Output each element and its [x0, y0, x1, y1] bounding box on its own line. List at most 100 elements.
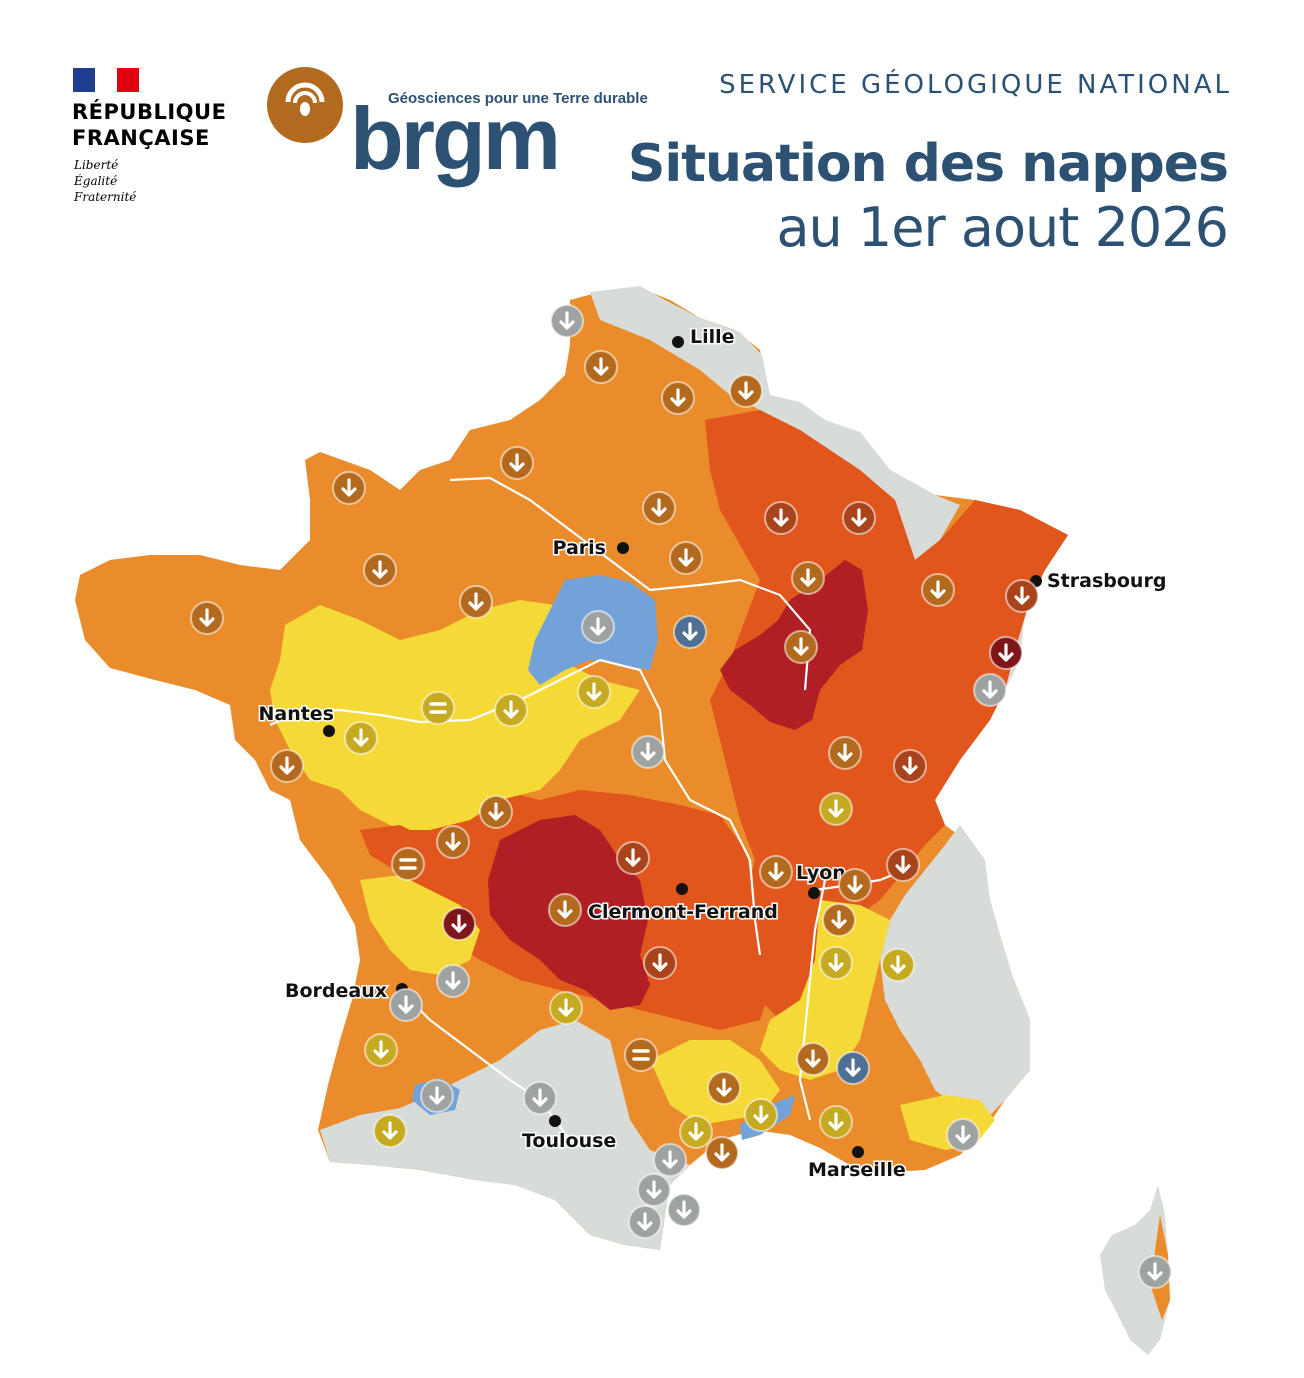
down-arrow-icon [791, 561, 825, 595]
page-title: Situation des nappes [627, 134, 1229, 194]
down-arrow-icon [764, 501, 798, 535]
down-arrow-icon [436, 825, 470, 859]
city-dot-marseille [852, 1146, 864, 1158]
down-arrow-icon [921, 573, 955, 607]
down-arrow-icon [679, 1115, 713, 1149]
down-arrow-icon [442, 907, 476, 941]
city-dot-clermont-ferrand [676, 883, 688, 895]
down-arrow-icon [707, 1071, 741, 1105]
city-label-strasbourg: Strasbourg [1047, 570, 1166, 592]
down-arrow-icon [759, 855, 793, 889]
down-arrow-icon [363, 553, 397, 587]
stable-trend-icon [624, 1038, 658, 1072]
down-arrow-icon [270, 749, 304, 783]
down-arrow-icon [796, 1042, 830, 1076]
down-arrow-icon [577, 675, 611, 709]
down-arrow-icon [436, 964, 470, 998]
down-arrow-icon [389, 988, 423, 1022]
down-arrow-icon [819, 1105, 853, 1139]
republique-label: RÉPUBLIQUE [72, 100, 227, 124]
city-dot-nantes [323, 725, 335, 737]
down-arrow-icon [637, 1173, 671, 1207]
down-arrow-icon [459, 585, 493, 619]
stable-trend-icon [391, 847, 425, 881]
down-arrow-icon [705, 1136, 739, 1170]
down-arrow-icon [893, 749, 927, 783]
down-arrow-icon [494, 693, 528, 727]
city-label-clermont-ferrand: Clermont-Ferrand [588, 901, 778, 923]
city-label-nantes: Nantes [258, 703, 334, 725]
down-arrow-icon [584, 350, 618, 384]
down-arrow-icon [673, 615, 707, 649]
down-arrow-icon [643, 946, 677, 980]
zone-grey-alps [880, 825, 1030, 1120]
motto-fraternite: Fraternité [74, 190, 137, 204]
map-regions [75, 286, 1170, 1355]
down-arrow-icon [500, 446, 534, 480]
francaise-label: FRANÇAISE [72, 126, 210, 150]
down-arrow-icon [819, 946, 853, 980]
river-seine [449, 476, 812, 691]
down-arrow-icon [1138, 1255, 1172, 1289]
zone-grey-north [590, 286, 960, 560]
down-arrow-icon [332, 471, 366, 505]
down-arrow-icon [548, 893, 582, 927]
down-arrow-icon [653, 1143, 687, 1177]
city-dot-lyon [808, 887, 820, 899]
down-arrow-icon [842, 501, 876, 535]
down-arrow-icon [364, 1033, 398, 1067]
down-arrow-icon [784, 630, 818, 664]
down-arrow-icon [819, 792, 853, 826]
down-arrow-icon [744, 1098, 778, 1132]
down-arrow-icon [523, 1081, 557, 1115]
city-label-toulouse: Toulouse [522, 1130, 616, 1152]
zone-yellow-charente [360, 875, 480, 975]
city-label-lyon: Lyon [796, 862, 846, 884]
french-flag-icon [73, 68, 139, 92]
city-dot-toulouse [549, 1115, 561, 1127]
down-arrow-icon [669, 541, 703, 575]
down-arrow-icon [631, 735, 665, 769]
city-dot-paris [617, 542, 629, 554]
down-arrow-icon [420, 1079, 454, 1113]
down-arrow-icon [190, 601, 224, 635]
corsica [1100, 1185, 1170, 1355]
down-arrow-icon [946, 1118, 980, 1152]
down-arrow-icon [886, 848, 920, 882]
down-arrow-icon [836, 1051, 870, 1085]
down-arrow-icon [973, 673, 1007, 707]
down-arrow-icon [881, 948, 915, 982]
down-arrow-icon [373, 1114, 407, 1148]
brgm-logo-icon [267, 67, 343, 143]
down-arrow-icon [344, 721, 378, 755]
motto-liberte: Liberté [74, 158, 119, 172]
down-arrow-icon [661, 381, 695, 415]
brgm-tagline: Géosciences pour une Terre durable [388, 90, 648, 107]
down-arrow-icon [549, 991, 583, 1025]
river-rhone [798, 879, 827, 1121]
down-arrow-icon [989, 636, 1023, 670]
down-arrow-icon [667, 1193, 701, 1227]
city-label-lille: Lille [690, 326, 735, 348]
down-arrow-icon [822, 903, 856, 937]
down-arrow-icon [729, 374, 763, 408]
down-arrow-icon [628, 1205, 662, 1239]
motto-egalite: Égalité [74, 174, 118, 188]
page-subtitle: au 1er aout 2026 [776, 196, 1229, 259]
zone-yellow-rhone [760, 900, 890, 1080]
city-dot-lille [672, 336, 684, 348]
city-label-paris: Paris [553, 537, 606, 559]
zone-grey-southwest [320, 1020, 690, 1250]
down-arrow-icon [479, 795, 513, 829]
down-arrow-icon [828, 736, 862, 770]
city-label-bordeaux: Bordeaux [285, 980, 387, 1002]
down-arrow-icon [581, 610, 615, 644]
service-label: SERVICE GÉOLOGIQUE NATIONAL [719, 70, 1232, 100]
down-arrow-icon [1005, 579, 1039, 613]
river-loire [269, 658, 762, 956]
brgm-wordmark: brgm [350, 89, 561, 188]
down-arrow-icon [838, 868, 872, 902]
down-arrow-icon [616, 841, 650, 875]
down-arrow-icon [550, 304, 584, 338]
